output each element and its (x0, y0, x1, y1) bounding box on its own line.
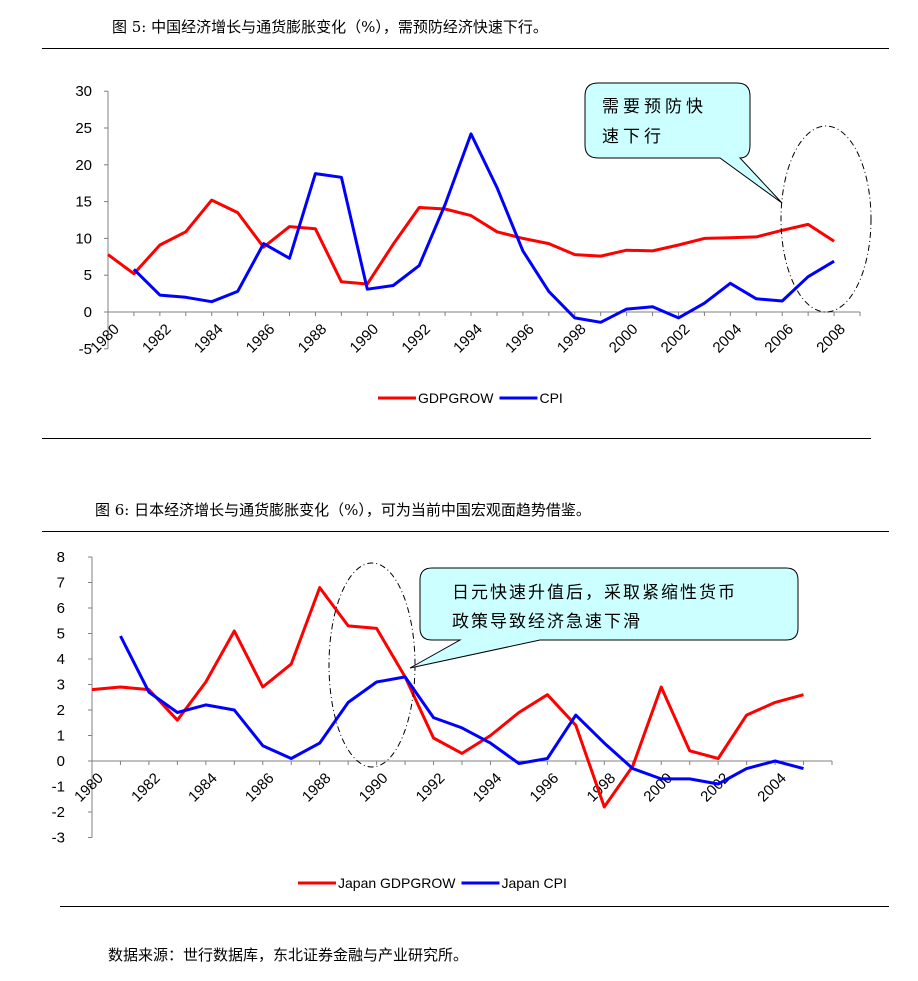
y-tick-label: -2 (52, 804, 65, 821)
series-line-japan-gdpgrow (91, 586, 804, 809)
y-tick-label: 6 (57, 600, 65, 617)
x-tick-label: 1980 (87, 321, 123, 357)
figure5-bottom-rule (42, 438, 871, 439)
legend-label: Japan CPI (501, 875, 566, 891)
y-tick-label: 8 (57, 549, 65, 566)
y-tick-label: 1 (57, 728, 65, 745)
x-tick-label: 1990 (347, 321, 383, 357)
legend-label: GDPGROW (418, 390, 494, 406)
figure5-caption: 图 5: 中国经济增长与通货膨胀变化（%），需预防经济快速下行。 (112, 18, 548, 36)
series-line-japan-cpi (119, 635, 804, 786)
y-tick-label: 15 (75, 194, 92, 211)
callout-bubble (584, 82, 783, 204)
y-tick-label: 30 (75, 83, 92, 100)
figure6-bottom-rule (60, 906, 889, 907)
x-tick-label: 2008 (813, 321, 849, 357)
figure6-caption: 图 6: 日本经济增长与通货膨胀变化（%），可为当前中国宏观面趋势借鉴。 (95, 501, 591, 519)
x-tick-label: 2000 (606, 321, 642, 357)
y-tick-label: 4 (57, 651, 65, 668)
y-tick-label: 10 (75, 230, 92, 247)
x-tick-label: 2002 (697, 770, 733, 806)
x-tick-label: 1980 (71, 770, 107, 806)
figure6-top-rule (42, 531, 889, 532)
x-tick-label: 1986 (243, 321, 279, 357)
highlight-ellipse (328, 562, 416, 768)
y-tick-label: 5 (84, 267, 92, 284)
legend-label: CPI (539, 390, 562, 406)
x-tick-label: 1988 (295, 321, 331, 357)
china-chart: -5 0 5 10 15 20 25 30 1980 1982 1984 1986 1988 1990 19… (75, 82, 872, 406)
figure5-top-rule (42, 48, 889, 49)
y-tick-label: 3 (57, 677, 65, 694)
y-tick-label: 0 (84, 304, 92, 321)
x-tick-label: 1986 (242, 770, 278, 806)
callout-text: 政策导致经济急速下滑 (452, 612, 642, 632)
series-line-cpi (132, 132, 835, 324)
x-tick-label: 1998 (554, 321, 590, 357)
x-tick-label: 1996 (502, 321, 538, 357)
x-tick-label: 2000 (640, 770, 676, 806)
y-tick-label: 25 (75, 120, 92, 137)
x-tick-label: 1996 (527, 770, 563, 806)
x-tick-label: 1984 (191, 321, 227, 357)
callout-text: 需要预防快 (602, 97, 707, 117)
x-tick-label: 2006 (761, 321, 797, 357)
callout-text: 日元快速升值后，采取紧缩性货币 (452, 583, 737, 603)
x-tick-label: 1982 (128, 770, 164, 806)
y-tick-label: 2 (57, 702, 65, 719)
y-tick-label: -1 (52, 779, 65, 796)
x-tick-label: 1994 (450, 321, 486, 357)
highlight-ellipse (780, 125, 872, 313)
x-tick-label: 1982 (139, 321, 175, 357)
source-note: 数据来源：世行数据库，东北证券金融与产业研究所。 (108, 946, 469, 964)
legend-label: Japan GDPGROW (338, 875, 456, 891)
japan-chart: -3 -2 -1 0 1 2 3 4 5 6 7 8 1980 1982 1984 1986 1988 1990 1… (52, 549, 833, 891)
x-tick-label: 1994 (470, 770, 506, 806)
x-tick-label: 1992 (398, 321, 434, 357)
x-tick-label: 1992 (413, 770, 449, 806)
callout-text: 速下行 (602, 127, 665, 147)
x-tick-label: 1984 (185, 770, 221, 806)
y-tick-label: 5 (57, 626, 65, 643)
x-tick-label: 1988 (299, 770, 335, 806)
x-tick-label: 2004 (710, 321, 746, 357)
x-tick-label: 2002 (658, 321, 694, 357)
callout-bubble (409, 567, 799, 669)
y-tick-label: -3 (52, 830, 65, 847)
series-line-gdpgrow (107, 198, 835, 286)
y-tick-label: 7 (57, 575, 65, 592)
y-tick-label: 20 (75, 157, 92, 174)
x-tick-label: 2004 (754, 770, 790, 806)
y-tick-label: -5 (79, 341, 92, 358)
x-tick-label: 1990 (356, 770, 392, 806)
y-tick-label: 0 (57, 753, 65, 770)
